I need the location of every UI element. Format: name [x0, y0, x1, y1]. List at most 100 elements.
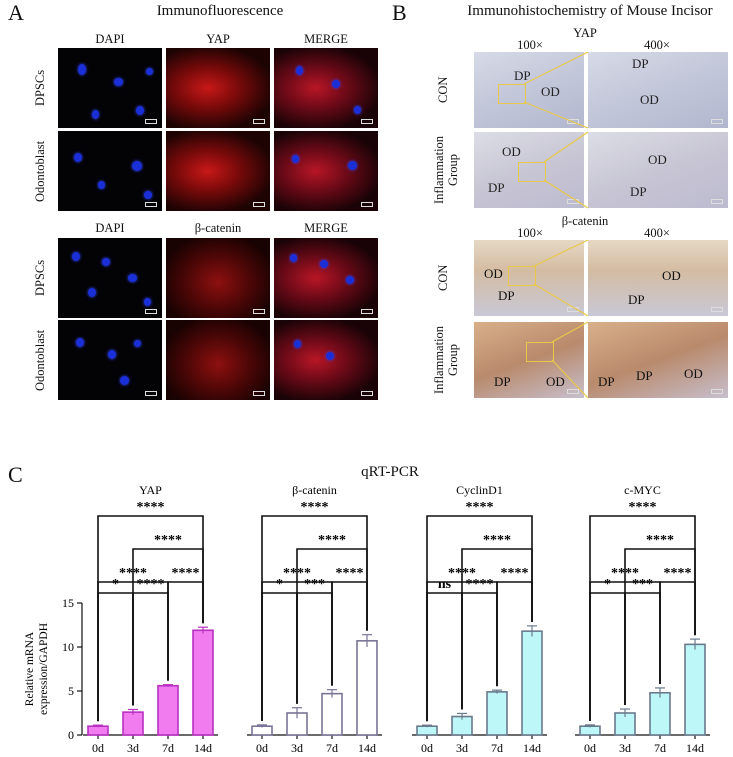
sig-bracket: [261, 592, 298, 721]
sig-bracket: [624, 592, 661, 706]
if-image-odontoblast-yap-merge: [274, 131, 378, 211]
zoom-lines-yap: [523, 52, 589, 209]
x-tick-label: 0d: [421, 741, 433, 755]
series-label: β-catenin: [292, 483, 337, 497]
sig-bracket: [426, 592, 463, 722]
sig-bracket: [589, 592, 626, 721]
tissue-label-od: OD: [648, 152, 667, 167]
ihc-image-inflammation-catenin-100x: DP OD: [474, 322, 584, 398]
bar: [486, 691, 508, 736]
panel-c-letter: C: [8, 462, 23, 487]
tissue-label-od: OD: [640, 92, 659, 107]
tissue-label-od: OD: [541, 84, 560, 99]
panel-b-title: Immunohistochemistry of Mouse Incisor: [467, 3, 713, 19]
sig-bracket: [296, 592, 333, 704]
tissue-label-od: OD: [502, 144, 521, 159]
x-tick-label: 7d: [491, 741, 503, 755]
y-tick-label: 5: [68, 684, 74, 698]
if-image-odontoblast-dapi-2: [58, 320, 162, 400]
x-tick-label: 14d: [523, 741, 541, 755]
sig-label: ****: [172, 566, 200, 581]
x-tick-label: 7d: [162, 741, 174, 755]
if-image-dpscs-yap-merge: [274, 48, 378, 128]
x-tick-label: 7d: [654, 741, 666, 755]
ihc-yap-mag-low: 100×: [517, 38, 543, 52]
tissue-label-dp-2: DP: [636, 368, 653, 383]
ihc-image-inflammation-yap-400x: OD DP: [588, 132, 728, 208]
col-label-merge-yap: MERGE: [304, 32, 348, 46]
zoom-box: [498, 84, 526, 104]
sig-bracket: [97, 592, 134, 722]
tissue-label-dp: DP: [628, 292, 645, 307]
sig-label: ***: [304, 577, 325, 592]
sig-label: ****: [483, 533, 511, 548]
bar: [122, 711, 144, 736]
x-tick-label: 0d: [92, 741, 104, 755]
sig-bracket: [589, 515, 696, 721]
zoom-lines-catenin: [533, 240, 589, 399]
ihc-catenin-mag-high: 400×: [644, 226, 670, 240]
if-image-odontoblast-dapi: [58, 131, 162, 211]
col-label-yap: YAP: [206, 32, 230, 46]
x-tick-label: 3d: [291, 741, 303, 755]
ihc-image-inflammation-catenin-400x: DP DP OD: [588, 322, 728, 398]
bar: [521, 630, 543, 736]
x-tick-label: 0d: [256, 741, 268, 755]
bar: [356, 640, 378, 736]
tissue-label-dp: DP: [498, 288, 515, 303]
x-tick-label: 3d: [456, 741, 468, 755]
sig-label: ****: [664, 566, 692, 581]
sig-label: ****: [318, 533, 346, 548]
panel-a-letter: A: [8, 0, 24, 25]
y-tick-label: 15: [62, 596, 74, 610]
sig-label: ****: [137, 577, 165, 592]
bar: [416, 725, 438, 736]
bar: [684, 643, 706, 736]
tissue-label-od: OD: [546, 374, 565, 389]
ihc-yap-mag-high: 400×: [644, 38, 670, 52]
sig-label: ***: [632, 577, 653, 592]
zoom-box: [526, 342, 554, 362]
col-label-dapi-yap: DAPI: [95, 32, 125, 46]
sig-label: ns: [438, 577, 452, 592]
x-tick-label: 14d: [194, 741, 212, 755]
x-tick-label: 3d: [619, 741, 631, 755]
bar: [192, 629, 214, 736]
tissue-label-dp: DP: [598, 374, 615, 389]
y-axis-label: Relative mRNA expression/GAPDH: [24, 623, 50, 715]
series-label: YAP: [139, 483, 162, 497]
x-tick-label: 14d: [686, 741, 704, 755]
sig-label: *: [604, 577, 611, 592]
ihc-image-con-catenin-400x: OD DP: [588, 240, 728, 316]
panel-b-letter: B: [392, 0, 407, 25]
sig-label: ****: [301, 500, 329, 515]
sig-label: ****: [646, 533, 674, 548]
tissue-label-od: OD: [684, 366, 703, 381]
series-label: c-MYC: [624, 483, 661, 497]
tissue-label-dp: DP: [514, 68, 531, 83]
sig-label: *: [112, 577, 119, 592]
if-image-dpscs-catenin-merge: [274, 238, 378, 318]
ihc-yap-marker: YAP: [573, 26, 597, 40]
x-tick-label: 14d: [358, 741, 376, 755]
sig-label: *: [276, 577, 283, 592]
if-image-odontoblast-yap: [166, 131, 270, 211]
col-label-catenin: β-catenin: [194, 221, 242, 235]
if-image-odontoblast-catenin: [166, 320, 270, 400]
zoom-box: [508, 266, 536, 286]
sig-label: ****: [466, 577, 494, 592]
ihc-catenin-marker: β-catenin: [561, 214, 609, 228]
sig-bracket: [97, 515, 204, 722]
zoom-box: [518, 162, 546, 182]
sig-label: ****: [336, 566, 364, 581]
bar: [87, 725, 109, 736]
col-label-dapi-catenin: DAPI: [95, 221, 125, 235]
ihc-image-con-yap-400x: DP OD: [588, 52, 728, 128]
sig-bracket: [426, 515, 533, 722]
y-tick-label: 0: [68, 728, 74, 742]
col-label-merge-catenin: MERGE: [304, 221, 348, 235]
ihc-image-inflammation-yap-100x: OD DP: [474, 132, 584, 208]
tissue-label-dp: DP: [488, 180, 505, 195]
panel-a-title: Immunofluorescence: [156, 3, 284, 19]
